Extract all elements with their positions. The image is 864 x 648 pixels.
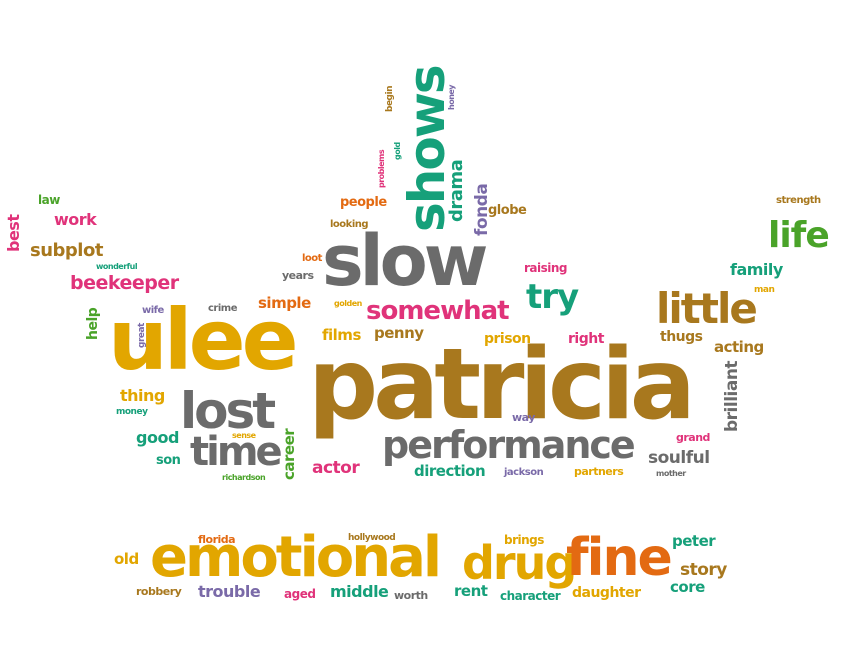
word-richardson: richardson [222, 473, 266, 482]
word-loot: loot [302, 253, 322, 264]
word-direction: direction [414, 462, 486, 480]
word-actor: actor [312, 458, 360, 478]
word-penny: penny [374, 324, 424, 342]
word-brings: brings [504, 533, 544, 547]
word-thugs: thugs [660, 329, 703, 345]
word-performance: performance [382, 423, 636, 467]
word-emotional: emotional [150, 525, 442, 590]
word-somewhat: somewhat [366, 296, 510, 326]
word-best: best [4, 214, 23, 252]
word-little: little [656, 284, 758, 333]
word-old: old [114, 550, 139, 568]
word-jackson: jackson [504, 467, 544, 478]
word-try: try [526, 277, 579, 317]
word-rent: rent [454, 582, 488, 600]
word-begin: begin [385, 86, 395, 112]
word-son: son [156, 453, 181, 468]
word-problems: problems [377, 149, 386, 188]
word-good: good [136, 428, 179, 447]
word-aged: aged [284, 587, 316, 601]
word-hollywood: hollywood [348, 533, 396, 543]
word-daughter: daughter [572, 585, 641, 601]
word-character: character [500, 589, 561, 603]
word-years: years [282, 269, 314, 282]
word-crime: crime [208, 303, 238, 314]
word-honey: honey [447, 84, 456, 110]
word-golden: golden [334, 299, 362, 308]
word-right: right [568, 331, 604, 347]
word-drama: drama [446, 159, 467, 222]
word-wife: wife [142, 305, 164, 316]
word-simple: simple [258, 294, 311, 312]
word-florida: florida [198, 533, 236, 546]
word-worth: worth [394, 589, 428, 602]
word-drug: drug [462, 536, 577, 590]
word-gold: gold [393, 142, 402, 160]
word-way: way [512, 411, 535, 424]
word-films: films [322, 326, 361, 344]
word-looking: looking [330, 219, 369, 230]
word-money: money [116, 407, 148, 417]
word-robbery: robbery [136, 585, 182, 598]
word-trouble: trouble [198, 582, 261, 601]
word-people: people [340, 195, 387, 210]
word-career: career [280, 428, 298, 480]
word-core: core [670, 578, 705, 596]
word-thing: thing [120, 386, 165, 405]
word-law: law [38, 193, 60, 207]
word-fine: fine [566, 528, 673, 588]
word-globe: globe [488, 203, 527, 218]
word-grand: grand [676, 431, 710, 444]
word-acting: acting [714, 338, 764, 356]
word-peter: peter [672, 532, 716, 550]
word-life: life [768, 215, 830, 256]
word-ulee: ulee [108, 291, 299, 389]
word-lost: lost [180, 382, 276, 440]
word-middle: middle [330, 582, 389, 601]
word-help: help [85, 307, 101, 340]
word-prison: prison [484, 331, 531, 347]
word-family: family [730, 260, 783, 279]
word-man: man [754, 285, 775, 295]
word-slow: slow [322, 220, 488, 302]
word-partners: partners [574, 465, 624, 478]
word-time: time [190, 429, 283, 475]
word-mother: mother [656, 469, 686, 478]
word-great: great [137, 323, 147, 348]
word-patricia: patricia [308, 328, 696, 442]
word-subplot: subplot [30, 240, 103, 261]
word-brilliant: brilliant [722, 360, 742, 432]
word-work: work [54, 210, 97, 229]
word-soulful: soulful [648, 448, 710, 468]
word-sense: sense [232, 431, 256, 440]
word-wonderful: wonderful [96, 262, 138, 271]
word-story: story [680, 560, 727, 580]
word-strength: strength [776, 195, 821, 206]
word-raising: raising [524, 261, 568, 275]
word-shows: shows [398, 66, 456, 232]
word-beekeeper: beekeeper [70, 272, 179, 294]
